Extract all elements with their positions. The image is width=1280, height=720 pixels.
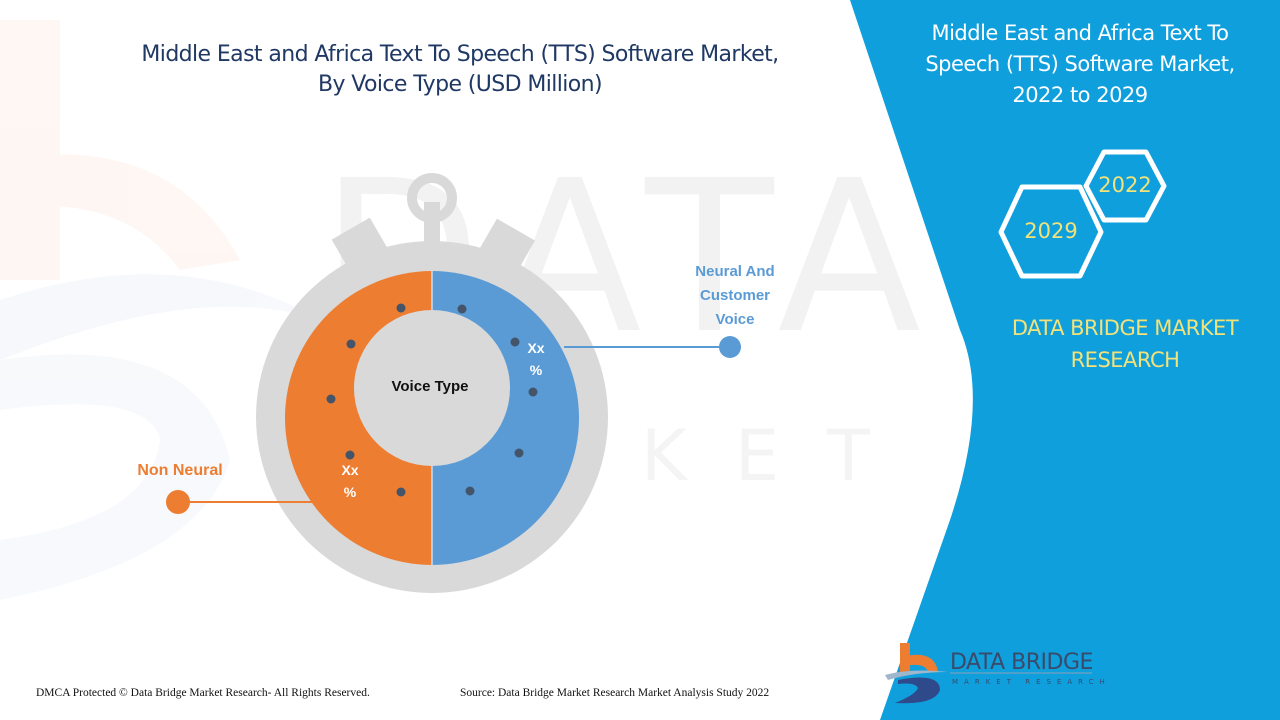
- hex-year-2029: 2029: [1024, 219, 1078, 243]
- logo-name: DATA BRIDGE: [950, 650, 1093, 675]
- stopwatch-chart: [166, 173, 741, 593]
- category-label-non-neural: Non Neural: [137, 462, 223, 479]
- category-label-neural: Neural And Customer Voice: [695, 263, 775, 328]
- chart-center-label: Voice Type: [391, 378, 469, 395]
- footer-source: Source: Data Bridge Market Research Mark…: [460, 687, 770, 699]
- logo-icon: [885, 643, 948, 704]
- chart-title: Middle East and Africa Text To Speech (T…: [141, 42, 779, 97]
- side-panel-bg: [850, 0, 1280, 720]
- hex-year-2022: 2022: [1098, 173, 1152, 197]
- hex-2029: [998, 184, 1104, 279]
- footer-copyright: DMCA Protected © Data Bridge Market Rese…: [36, 687, 370, 699]
- brand-text: DATA BRIDGE MARKET RESEARCH: [1011, 316, 1239, 372]
- segment-value-non-neural: Xx %: [341, 462, 359, 500]
- hex-2022: [1083, 149, 1167, 223]
- segment-value-neural: Xx %: [527, 340, 545, 378]
- logo-tagline: MARKET RESEARCH: [952, 678, 1111, 686]
- side-panel-title: Middle East and Africa Text To Speech (T…: [925, 21, 1235, 107]
- watermark-logo: [0, 20, 320, 600]
